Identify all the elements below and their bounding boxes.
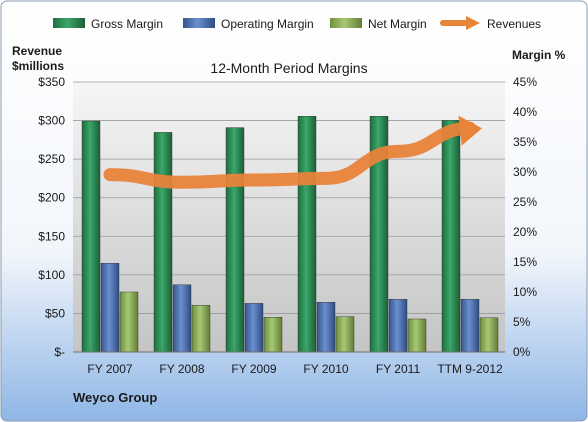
revenues-line bbox=[103, 121, 477, 189]
bar-net-margin-fy-2009 bbox=[263, 317, 283, 353]
y-right-tick-label: 0% bbox=[513, 345, 531, 359]
bar-operating-margin-fy-2010 bbox=[316, 302, 336, 353]
legend-swatch-operating-margin bbox=[183, 18, 215, 28]
x-tick-label: FY 2007 bbox=[87, 362, 132, 376]
legend-arrowhead-revenues bbox=[466, 16, 480, 30]
bar-net-margin-ttm-9-2012 bbox=[479, 317, 499, 353]
revenues-arrowhead bbox=[458, 115, 482, 146]
bar-operating-margin-fy-2011 bbox=[388, 299, 408, 353]
bars bbox=[81, 115, 499, 353]
bar-net-margin-fy-2011 bbox=[407, 318, 427, 353]
legend-swatch-net-margin bbox=[330, 18, 362, 28]
y-left-tick-label: $50 bbox=[45, 306, 65, 320]
revenue-line bbox=[103, 115, 482, 189]
bar-gross-margin-ttm-9-2012 bbox=[441, 120, 461, 353]
bar-gross-margin-fy-2007 bbox=[81, 120, 101, 353]
y-left-tick-label: $300 bbox=[38, 114, 65, 128]
bar-gross-margin-fy-2008 bbox=[153, 132, 173, 353]
bar-operating-margin-fy-2008 bbox=[172, 284, 192, 353]
legend-label-revenues: Revenues bbox=[487, 17, 541, 31]
y-right-tick-label: 20% bbox=[513, 225, 537, 239]
y-right-title: Margin % bbox=[512, 48, 566, 62]
plot-area bbox=[73, 82, 505, 352]
y-right-tick-label: 35% bbox=[513, 135, 537, 149]
y-right-tick-label: 5% bbox=[513, 315, 531, 329]
y-right-tick-label: 40% bbox=[513, 105, 537, 119]
grid bbox=[73, 81, 505, 314]
bar-net-margin-fy-2010 bbox=[335, 316, 355, 353]
legend: Gross Margin Operating Margin Net Margin… bbox=[53, 16, 541, 31]
bar-net-margin-fy-2007 bbox=[119, 291, 139, 353]
x-tick-label: FY 2010 bbox=[303, 362, 348, 376]
y-left-tick-label: $100 bbox=[38, 268, 65, 282]
legend-label-net-margin: Net Margin bbox=[368, 17, 427, 31]
bar-operating-margin-fy-2009 bbox=[244, 303, 264, 353]
x-axis: FY 2007 FY 2008 FY 2009 FY 2010 FY 2011 TTM 9… bbox=[87, 362, 503, 376]
x-tick-label: FY 2009 bbox=[231, 362, 276, 376]
bar-operating-margin-ttm-9-2012 bbox=[460, 299, 480, 353]
y-left-tick-label: $200 bbox=[38, 191, 65, 205]
x-tick-label: FY 2011 bbox=[376, 362, 421, 376]
y-left-title-line2: $millions bbox=[12, 59, 64, 73]
legend-swatch-gross-margin bbox=[53, 18, 85, 28]
y-left-axis: $- $50 $100 $150 $200 $250 $300 $350 bbox=[38, 75, 65, 359]
y-left-tick-label: $250 bbox=[38, 152, 65, 166]
y-left-title-line1: Revenue bbox=[12, 44, 62, 58]
x-tick-label: TTM 9-2012 bbox=[437, 362, 503, 376]
legend-label-gross-margin: Gross Margin bbox=[91, 17, 163, 31]
bar-gross-margin-fy-2010 bbox=[297, 115, 317, 353]
y-left-tick-label: $150 bbox=[38, 229, 65, 243]
legend-label-operating-margin: Operating Margin bbox=[221, 17, 314, 31]
bar-net-margin-fy-2008 bbox=[191, 305, 211, 353]
chart-title: 12-Month Period Margins bbox=[210, 60, 367, 76]
y-right-axis: 0% 5% 10% 15% 20% 25% 30% 35% 40% 45% bbox=[513, 75, 537, 359]
y-right-tick-label: 15% bbox=[513, 255, 537, 269]
y-right-tick-label: 45% bbox=[513, 75, 537, 89]
y-left-tick-label: $- bbox=[54, 345, 65, 359]
x-tick-label: FY 2008 bbox=[159, 362, 204, 376]
bar-operating-margin-fy-2007 bbox=[100, 263, 120, 353]
bar-gross-margin-fy-2009 bbox=[225, 127, 245, 353]
y-right-tick-label: 10% bbox=[513, 285, 537, 299]
y-right-tick-label: 30% bbox=[513, 165, 537, 179]
y-right-tick-label: 25% bbox=[513, 195, 537, 209]
y-left-tick-label: $350 bbox=[38, 75, 65, 89]
company-name: Weyco Group bbox=[73, 390, 157, 405]
